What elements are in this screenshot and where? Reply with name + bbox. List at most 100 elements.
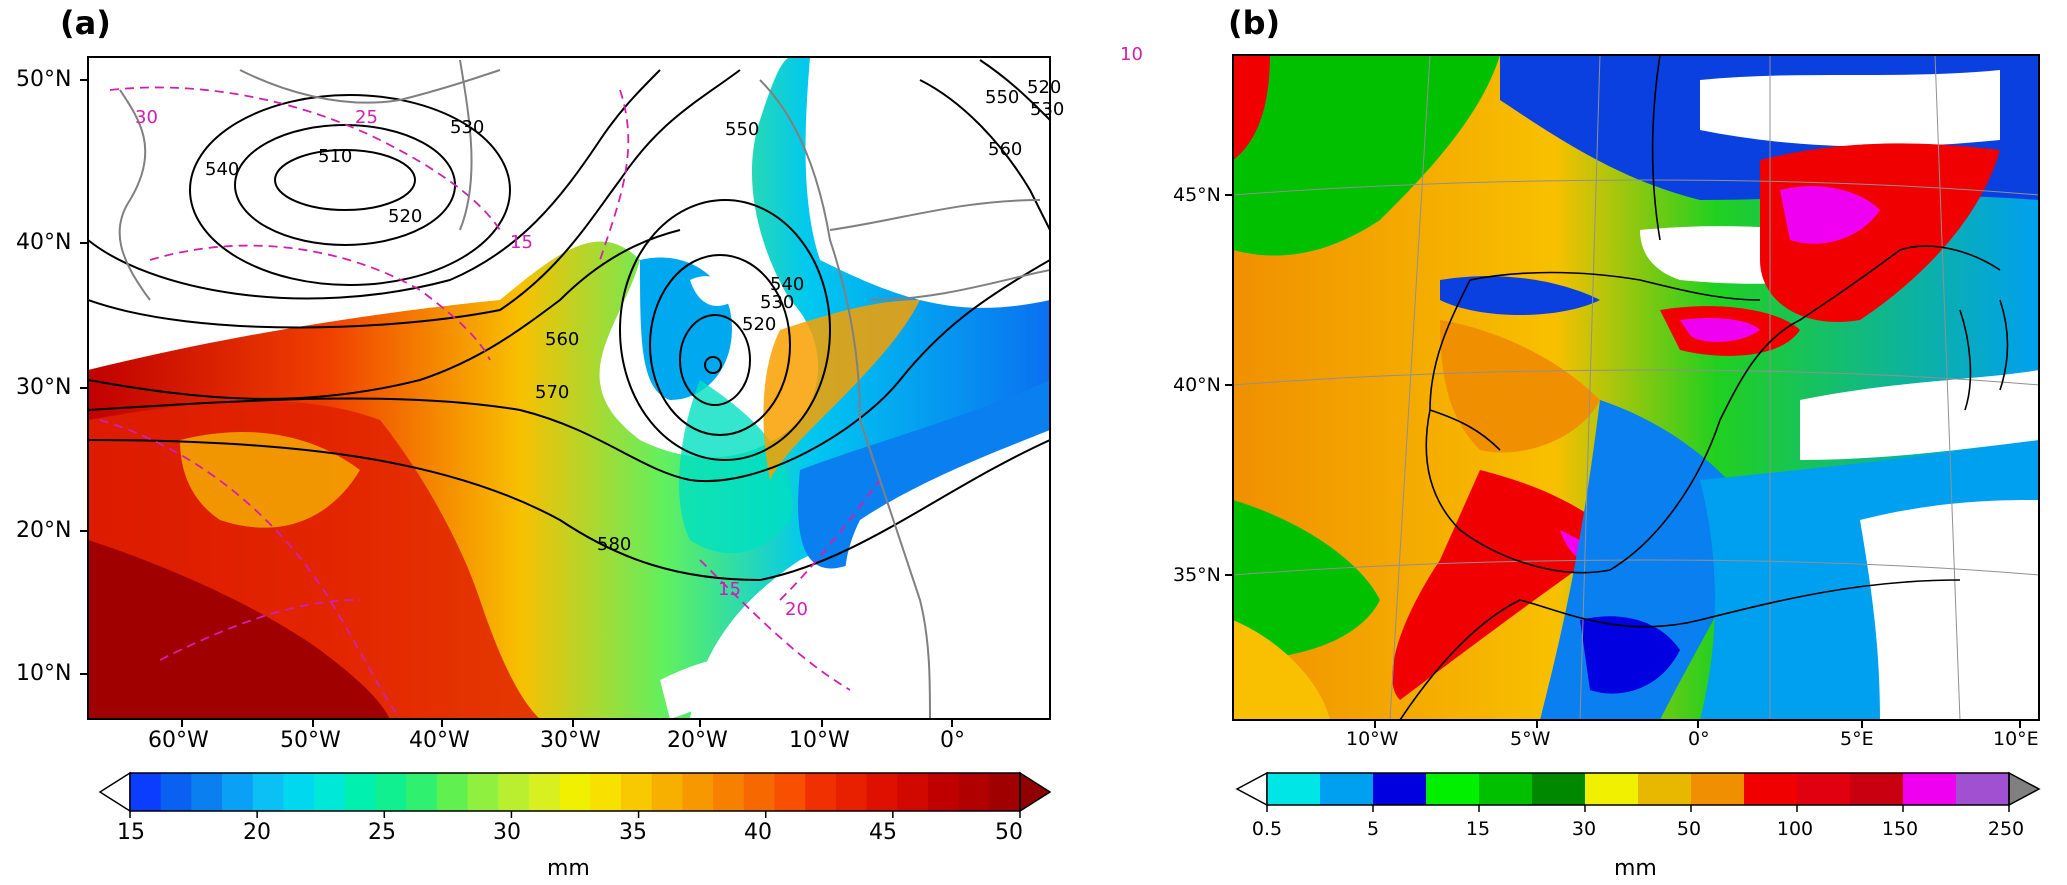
lat-tick: 35°N (1173, 564, 1221, 586)
colorbar-tick: 150 (1881, 818, 1919, 840)
panel-b-colorbar-swatch (1903, 773, 1957, 805)
contour-label: 530 (1030, 99, 1064, 120)
panel-a-colorbar-swatch (651, 773, 683, 811)
panel-b-frame (1232, 54, 2040, 721)
contour-label: 550 (985, 87, 1019, 108)
panel-b-colorbar-swatch (1691, 773, 1745, 805)
wind-contour-label: 15 (510, 232, 533, 253)
colorbar-tick: 250 (1987, 818, 2025, 840)
panel-a-colorbar-swatch (927, 773, 960, 811)
wind-contour-label: 10 (1120, 44, 1143, 65)
panel-a-colorbar-swatch (590, 773, 622, 811)
contour-label: 550 (725, 119, 759, 140)
panel-a-colorbar-swatch (743, 773, 775, 811)
panel-a-colorbar-swatch (498, 773, 530, 811)
panel-b-colorbar-swatch (1744, 773, 1798, 805)
panel-b-colorbar-swatch (1373, 773, 1427, 805)
panel-a-colorbar-swatch (835, 773, 868, 811)
lat-tick: 45°N (1173, 184, 1221, 206)
panel-a-colorbar-swatch (528, 773, 561, 811)
panel-a-coastlines (118, 59, 1050, 719)
panel-a-colorbar-swatch (191, 773, 223, 811)
colorbar-tick: 15 (117, 820, 145, 845)
panel-a-colorbar-extend-high (1019, 771, 1052, 813)
panel-a-colorbar-extend-low (98, 771, 131, 813)
panel-a-colorbar-swatch (314, 773, 346, 811)
contour-label: 570 (535, 382, 569, 403)
panel-b-coastlines (1399, 55, 2009, 720)
colorbar-tick: 15 (1465, 818, 1491, 840)
panel-a-colorbar-swatch (252, 773, 284, 811)
lon-tick: 40°W (409, 728, 470, 753)
lat-tick: 30°N (16, 375, 72, 400)
lon-tick: 20°W (667, 728, 728, 753)
lat-tick: 20°N (16, 518, 72, 543)
panel-a-colorbar-outline (129, 772, 1021, 812)
panel-b-unit-label: mm (1614, 856, 1657, 881)
lon-tick: 5°W (1510, 728, 1551, 750)
panel-a-colorbar-swatch (713, 773, 745, 811)
lon-tick: 10°W (789, 728, 850, 753)
panel-a-colorbar-swatch (774, 773, 806, 811)
colorbar-tick: 0.5 (1251, 818, 1283, 840)
colorbar-tick: 50 (1676, 818, 1702, 840)
panel-b-colorbar (1235, 771, 2041, 812)
panel-a-colorbar-swatch (283, 773, 315, 811)
panel-a-colorbar-swatch (436, 773, 469, 811)
panel-b-label: (b) (1228, 4, 1281, 42)
panel-a-colorbar-swatch (344, 773, 377, 811)
lon-tick: 0° (940, 728, 965, 753)
panel-a-wind-contours (99, 86, 881, 719)
lon-tick: 30°W (540, 728, 601, 753)
colorbar-tick: 30 (1571, 818, 1597, 840)
lon-tick: 5°E (1840, 728, 1874, 750)
lon-tick: 10°E (1993, 728, 2039, 750)
panel-b-colorbar-swatch (1267, 773, 1321, 805)
panel-a-unit-label: mm (547, 856, 590, 881)
colorbar-tick: 5 (1366, 818, 1380, 840)
panel-a-colorbar-swatch (375, 773, 407, 811)
panel-a-map (88, 57, 1050, 719)
panel-b-colorbar-swatch (1797, 773, 1851, 805)
panel-a-colorbar-swatch (958, 773, 990, 811)
colorbar-tick: 20 (243, 820, 271, 845)
lat-tick: 40°N (1173, 374, 1221, 396)
colorbar-tick: 35 (619, 820, 647, 845)
panel-a-colorbar-swatch (406, 773, 438, 811)
contour-label: 530 (450, 117, 484, 138)
panel-a-colorbar-swatch (866, 773, 898, 811)
colorbar-tick: 45 (869, 820, 897, 845)
contour-label: 540 (770, 274, 804, 295)
panel-b-colorbar-swatch (1426, 773, 1480, 805)
panel-a-colorbar-swatch (160, 773, 192, 811)
panel-a-colorbar-swatch (897, 773, 929, 811)
panel-a-geopotential-contours (88, 59, 1050, 582)
panel-a-colorbar-swatch (559, 773, 591, 811)
contour-label: 580 (597, 534, 631, 555)
panel-a-colorbar-swatch (989, 773, 1021, 811)
lat-tick: 40°N (16, 230, 72, 255)
lat-tick: 50°N (16, 67, 72, 92)
panel-a-colorbar-swatch (621, 773, 653, 811)
wind-contour-label: 25 (355, 107, 378, 128)
panel-b-colorbar-extend-high (2008, 771, 2041, 807)
contour-label: 540 (205, 159, 239, 180)
wind-contour-label: 20 (785, 599, 808, 620)
wind-contour-label: 15 (718, 579, 741, 600)
panel-a-colorbar-swatch (130, 773, 162, 811)
panel-b-colorbar-swatch (1532, 773, 1586, 805)
panel-a-colorbar (98, 771, 1052, 818)
panel-b-colorbar-swatch (1850, 773, 1904, 805)
panel-b-colorbar-swatch (1320, 773, 1374, 805)
lon-tick: 50°W (280, 728, 341, 753)
panel-a-colorbar-swatch (682, 773, 714, 811)
contour-label: 520 (388, 206, 422, 227)
colorbar-tick: 30 (493, 820, 521, 845)
wind-contour-label: 30 (135, 107, 158, 128)
lon-tick: 10°W (1346, 728, 1399, 750)
contour-label: 510 (318, 146, 352, 167)
colorbar-tick: 25 (368, 820, 396, 845)
contour-label: 520 (1027, 77, 1061, 98)
panel-a-label: (a) (60, 4, 111, 42)
